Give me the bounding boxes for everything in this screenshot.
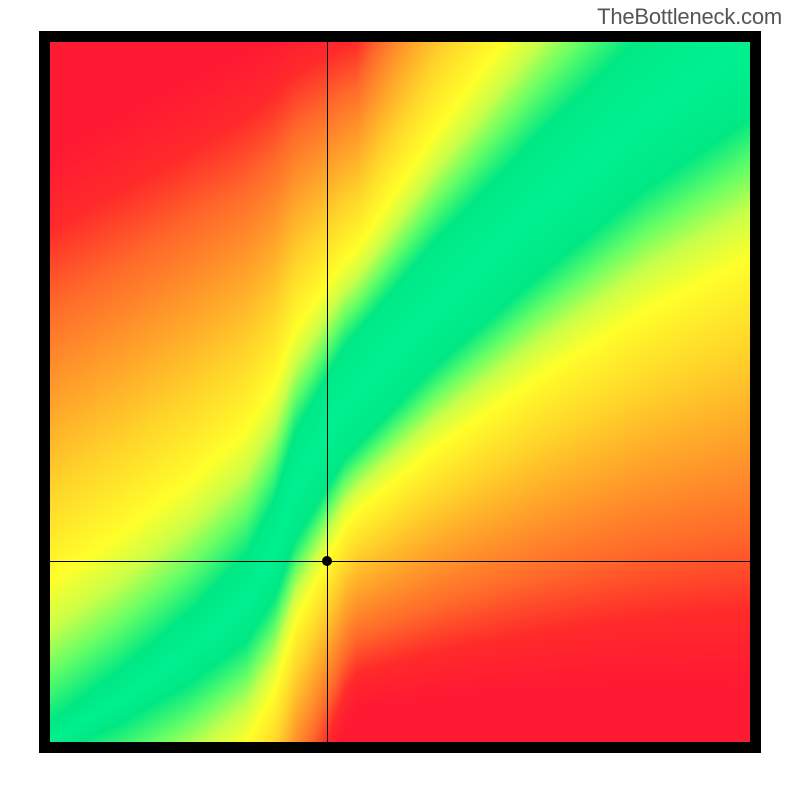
crosshair-horizontal bbox=[50, 561, 750, 562]
watermark-text: TheBottleneck.com bbox=[597, 4, 782, 30]
plot-frame bbox=[39, 31, 761, 753]
marker-dot bbox=[322, 556, 332, 566]
crosshair-vertical bbox=[327, 42, 328, 742]
heatmap-canvas bbox=[50, 42, 750, 742]
